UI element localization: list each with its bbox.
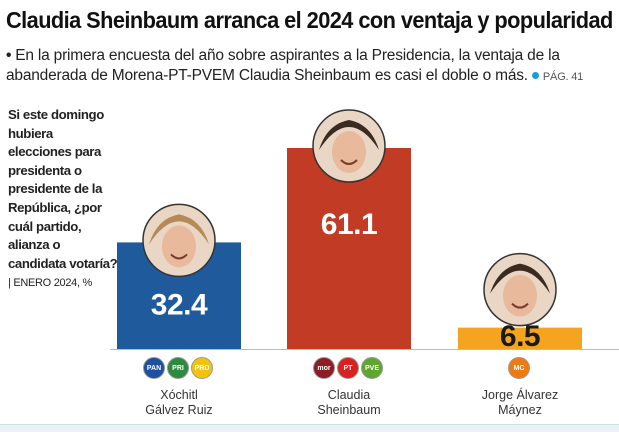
party-logos: mor PT PVE (313, 357, 383, 379)
page-marker-icon (531, 72, 539, 79)
party-logo-mc-icon: MC (508, 357, 530, 379)
bottom-rule (0, 424, 619, 432)
survey-question: Si este domingo hubiera elecciones para … (8, 106, 118, 293)
party-logo-pt-icon: PT (337, 357, 359, 379)
candidate-name-line1: Jorge Álvarez (481, 388, 559, 402)
bar-value-label: 61.1 (321, 208, 377, 241)
party-logo-prd-icon: PRD (191, 357, 213, 379)
party-logo-pri-icon: PRI (167, 357, 189, 379)
question-text: Si este domingo hubiera elecciones para … (8, 107, 118, 271)
subhead: • En la primera encuesta del año sobre as… (6, 46, 616, 87)
bar-value-label: 32.4 (151, 288, 208, 321)
party-logos: PAN PRI PRD (143, 357, 213, 379)
candidate-name-line2: Sheinbaum (317, 403, 381, 417)
candidate-name: Xóchitl Gálvez Ruiz (119, 388, 239, 418)
bar-value-label: 6.5 (500, 320, 540, 353)
bar-3 (458, 327, 582, 349)
candidate-name-line1: Claudia (327, 388, 371, 402)
candidate-name-line2: Gálvez Ruiz (145, 403, 213, 417)
bullet-icon: • (6, 47, 12, 64)
candidate-name: Jorge Álvarez Máynez (460, 388, 580, 418)
portrait-icon (142, 203, 216, 278)
party-logo-morena-icon: mor (313, 357, 335, 379)
portrait-icon (483, 252, 557, 327)
candidate-name-line1: Xóchitl (160, 388, 198, 402)
portrait-icon (312, 109, 386, 183)
candidate-name: Claudia Sheinbaum (289, 388, 409, 418)
party-logos: MC (508, 357, 530, 379)
party-logo-pan-icon: PAN (143, 357, 165, 379)
subhead-text: En la primera encuesta del año sobre asp… (6, 47, 560, 84)
party-logo-pvem-icon: PVE (361, 357, 383, 379)
page-reference: PÁG. 41 (542, 71, 584, 83)
source-note: | ENERO 2024, % (8, 277, 92, 290)
headline: Claudia Sheinbaum arranca el 2024 con ve… (6, 7, 613, 33)
candidate-name-line2: Máynez (498, 403, 542, 417)
